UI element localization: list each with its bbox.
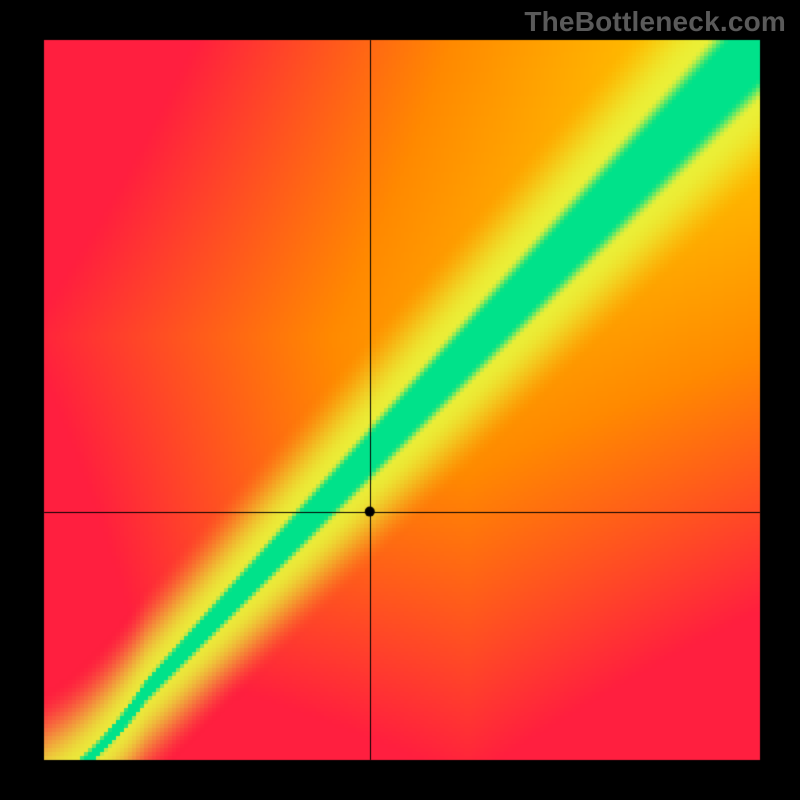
watermark-text: TheBottleneck.com: [524, 6, 786, 38]
crosshair-overlay: [0, 0, 800, 800]
chart-container: TheBottleneck.com: [0, 0, 800, 800]
